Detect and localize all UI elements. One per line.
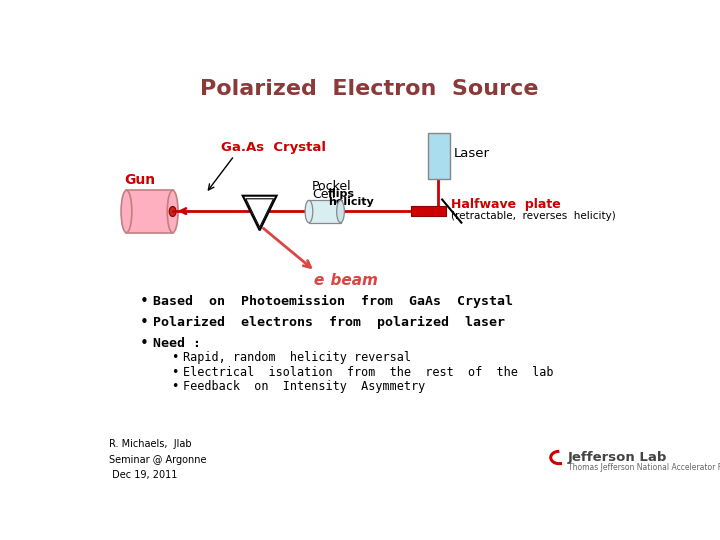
Polygon shape [246,199,274,227]
Polygon shape [243,195,276,231]
Text: Laser: Laser [454,147,490,160]
Text: •: • [140,336,148,351]
Text: Jefferson Lab: Jefferson Lab [567,451,667,464]
Text: •: • [140,294,148,309]
Text: R. Michaels,  Jlab
Seminar @ Argonne
 Dec 19, 2011: R. Michaels, Jlab Seminar @ Argonne Dec … [109,439,206,481]
Text: flips: flips [328,189,355,199]
Text: Rapid, random  helicity reversal: Rapid, random helicity reversal [183,351,410,364]
Text: •: • [171,380,179,393]
Ellipse shape [305,200,312,222]
Text: Based  on  Photoemission  from  GaAs  Crystal: Based on Photoemission from GaAs Crystal [153,295,513,308]
Text: Ga.As  Crystal: Ga.As Crystal [221,141,326,154]
Text: Need :: Need : [153,337,202,350]
Ellipse shape [337,200,344,222]
Ellipse shape [121,190,132,233]
Text: Feedback  on  Intensity  Asymmetry: Feedback on Intensity Asymmetry [183,380,425,393]
Text: •: • [140,315,148,330]
Text: Pockel: Pockel [312,180,351,193]
Ellipse shape [167,190,178,233]
Text: Gun: Gun [124,173,155,187]
Text: Polarized  electrons  from  polarized  laser: Polarized electrons from polarized laser [153,316,505,329]
Text: Thomas Jefferson National Accelerator Facility: Thomas Jefferson National Accelerator Fa… [567,463,720,472]
Bar [411,206,446,217]
Text: beam: beam [320,273,379,288]
Text: e: e [314,273,324,288]
Text: •: • [171,366,179,379]
Ellipse shape [169,206,176,217]
Text: •: • [171,351,179,364]
Text: Electrical  isolation  from  the  rest  of  the  lab: Electrical isolation from the rest of th… [183,366,553,379]
Text: (retractable,  reverses  helicity): (retractable, reverses helicity) [451,212,616,221]
Bar [127,190,173,233]
Bar [428,132,450,179]
Text: helicity: helicity [328,197,374,207]
Text: -: - [314,276,317,287]
Text: Halfwave  plate: Halfwave plate [451,198,561,212]
Text: Polarized  Electron  Source: Polarized Electron Source [199,79,539,99]
Text: Cell: Cell [312,188,336,201]
Bar [309,200,341,222]
